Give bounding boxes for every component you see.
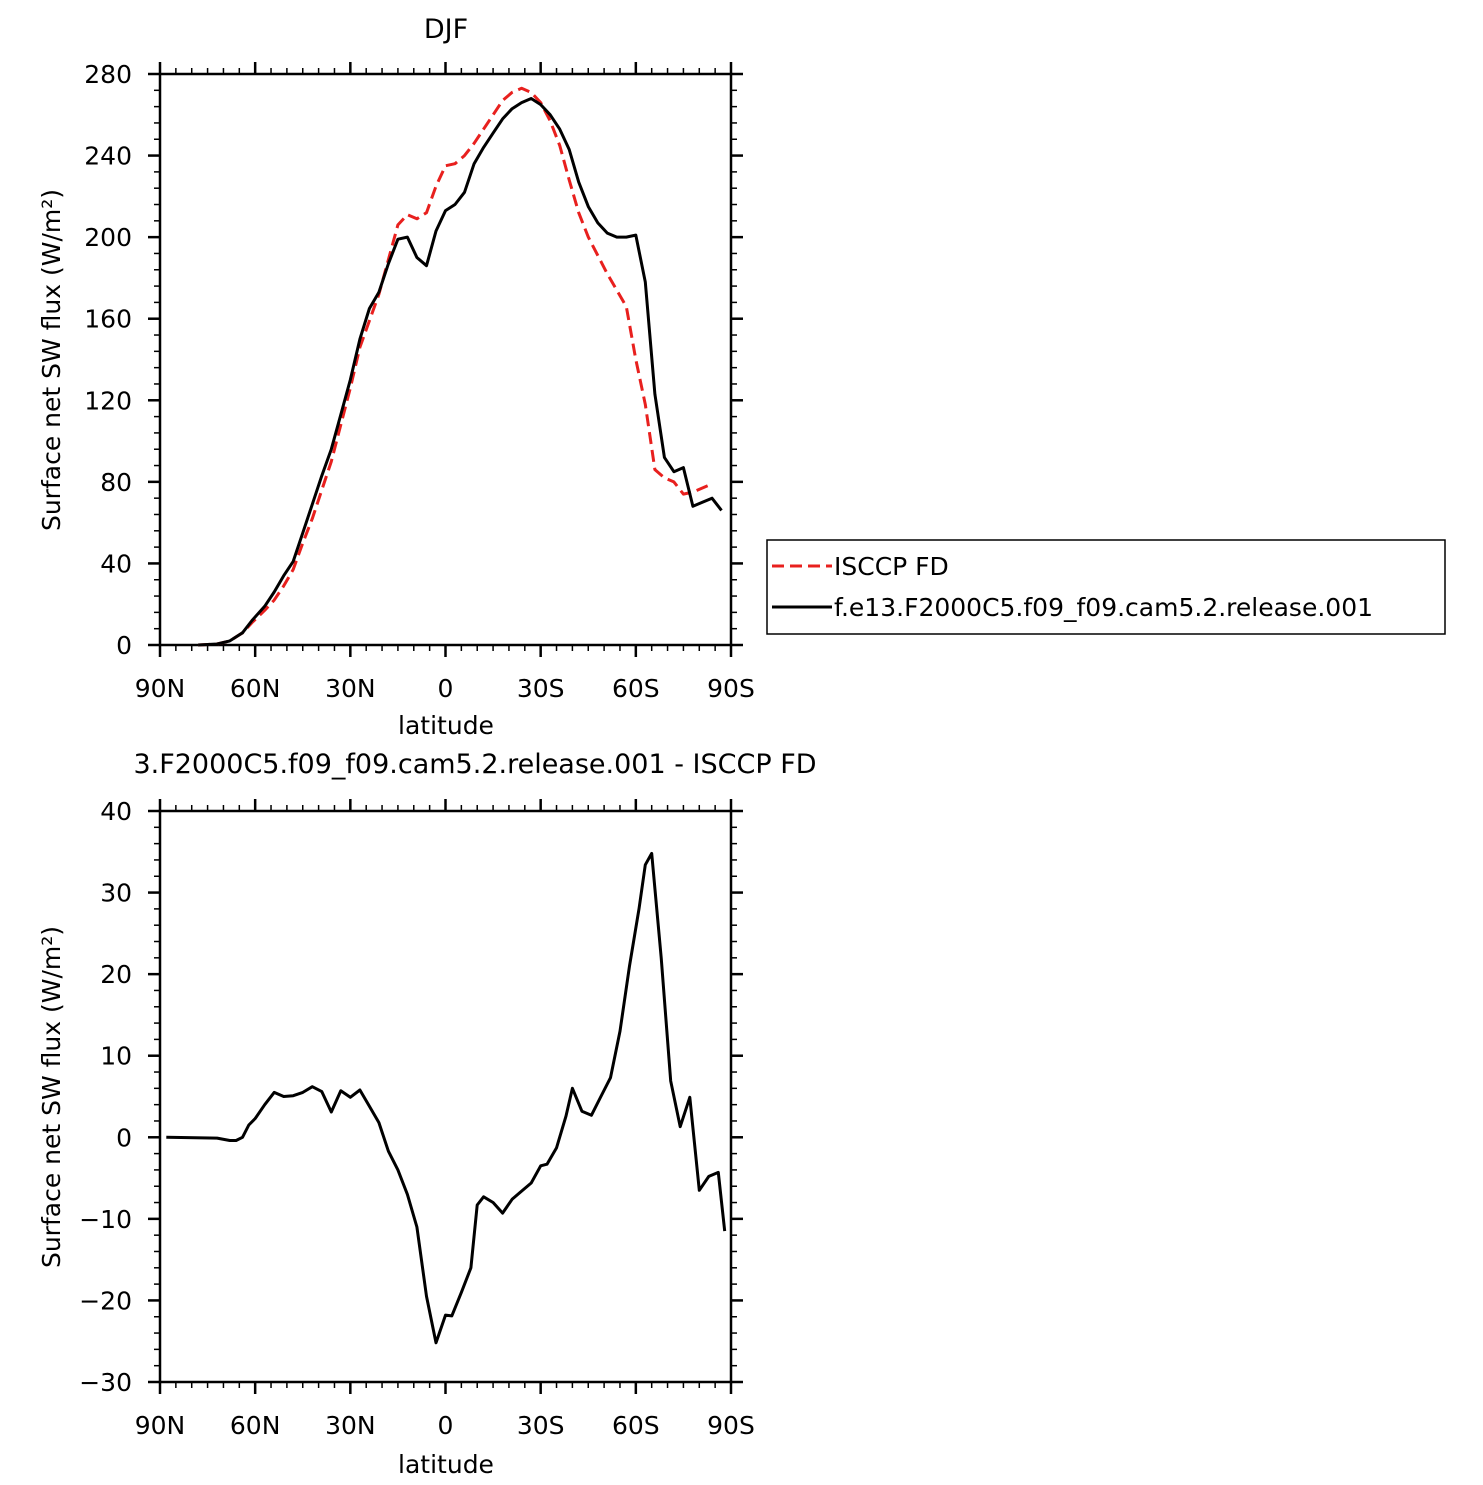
top-panel-title: DJF: [424, 14, 468, 45]
top-x-tick-label: 60N: [230, 674, 281, 703]
legend-label-model: f.e13.F2000C5.f09_f09.cam5.2.release.001: [834, 593, 1373, 622]
top-y-tick-label: 120: [84, 386, 132, 415]
bottom-y-tick-label: 30: [100, 879, 132, 908]
top-y-tick-label: 40: [100, 549, 132, 578]
bottom-x-tick-label: 90N: [135, 1411, 186, 1440]
top-series-line-1: [198, 97, 723, 647]
bottom-x-tick-label: 0: [438, 1411, 454, 1440]
top-x-tick-label: 0: [438, 674, 454, 703]
bottom-y-tick-label: −10: [79, 1205, 132, 1234]
legend-box: [766, 539, 1446, 635]
legend: ISCCP FD f.e13.F2000C5.f09_f09.cam5.2.re…: [766, 539, 1446, 635]
top-plot-frame: [158, 72, 733, 647]
bottom-x-tick-label: 30S: [517, 1411, 565, 1440]
bottom-panel-title: 3.F2000C5.f09_f09.cam5.2.release.001 - I…: [133, 749, 816, 780]
top-x-tick-label: 30S: [517, 674, 565, 703]
bottom-x-tick-label: 90S: [707, 1411, 755, 1440]
top-y-tick-label: 0: [116, 631, 132, 660]
top-x-tick-label: 60S: [612, 674, 660, 703]
top-y-tick-label: 280: [84, 60, 132, 89]
top-y-axis-label: Surface net SW flux (W/m²): [37, 189, 66, 531]
bottom-x-tick-label: 30N: [325, 1411, 376, 1440]
bottom-y-tick-label: 20: [100, 960, 132, 989]
top-y-tick-label: 200: [84, 223, 132, 252]
bottom-plot-frame: [158, 809, 733, 1384]
bottom-y-tick-label: 10: [100, 1042, 132, 1071]
bottom-x-tick-label: 60N: [230, 1411, 281, 1440]
bottom-y-axis-label: Surface net SW flux (W/m²): [37, 926, 66, 1268]
bottom-series-line-0: [166, 851, 727, 1345]
top-y-tick-label: 240: [84, 142, 132, 171]
top-x-tick-label: 30N: [325, 674, 376, 703]
top-y-tick-label: 160: [84, 305, 132, 334]
bottom-x-tick-label: 60S: [612, 1411, 660, 1440]
bottom-y-tick-label: 40: [100, 797, 132, 826]
bottom-x-axis-label: latitude: [398, 1450, 494, 1479]
legend-label-isccp: ISCCP FD: [834, 552, 949, 581]
bottom-panel-difference: 3.F2000C5.f09_f09.cam5.2.release.001 - I…: [37, 749, 817, 1479]
top-x-axis-label: latitude: [398, 711, 494, 740]
top-x-tick-label: 90N: [135, 674, 186, 703]
top-plot-area: 90N 60N 30N 0 30S 60S 90S 0 40 80 120 160 200 240 280: [84, 60, 755, 703]
top-series-line-0: [198, 86, 713, 647]
top-panel-djf: DJF 90N 60N 30N 0 30S 60S 90S 0 40 80 120 160 200 240…: [37, 14, 755, 740]
bottom-plot-area: 90N 60N 30N 0 30S 60S 90S −30 −20 −10 0 10 20 30 40: [79, 797, 755, 1440]
top-y-tick-label: 80: [100, 468, 132, 497]
bottom-y-tick-label: −30: [79, 1368, 132, 1397]
bottom-y-tick-label: 0: [116, 1123, 132, 1152]
bottom-y-tick-label: −20: [79, 1286, 132, 1315]
top-x-tick-label: 90S: [707, 674, 755, 703]
